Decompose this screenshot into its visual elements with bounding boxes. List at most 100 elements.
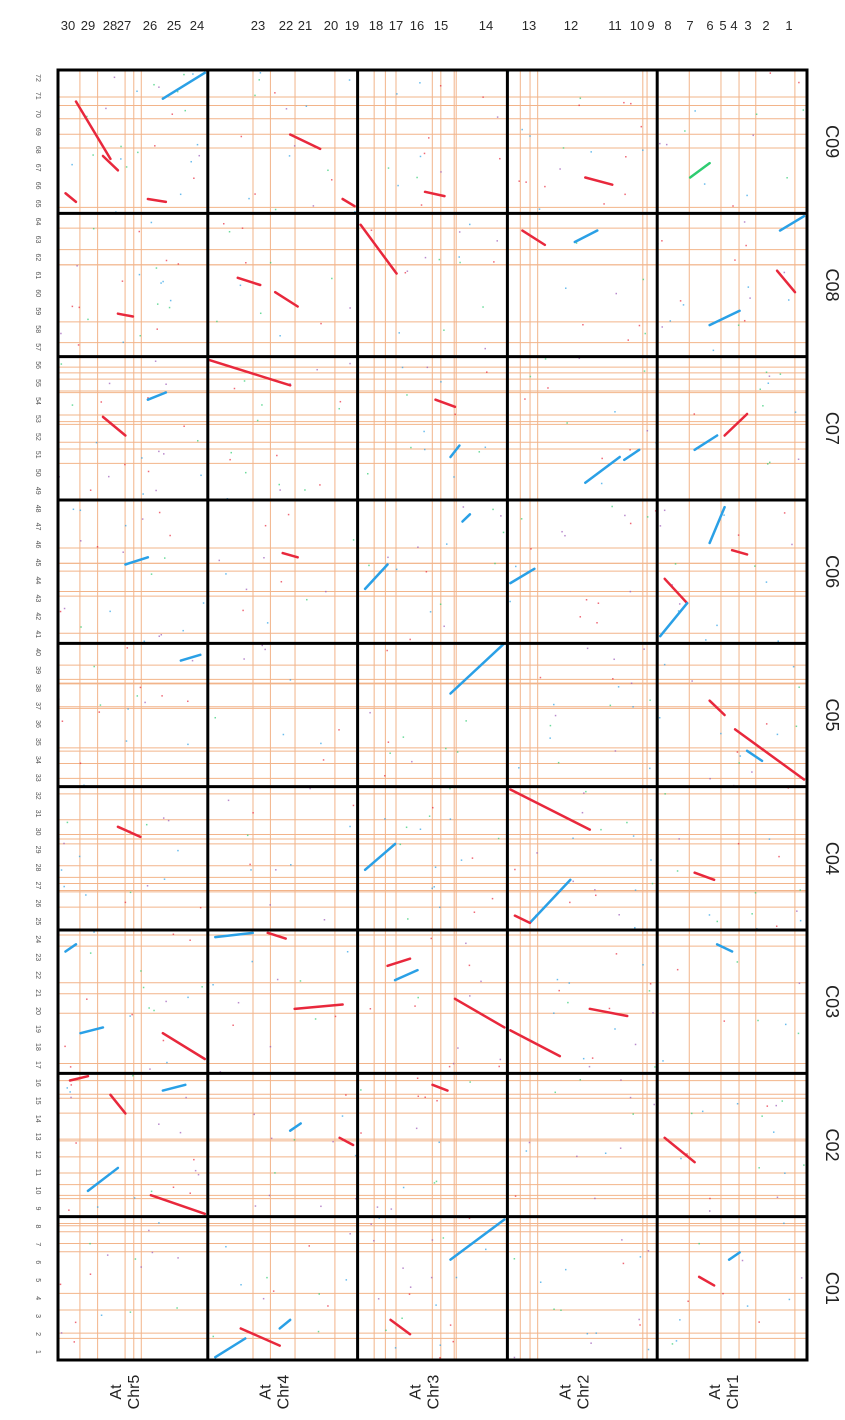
noise-dot <box>190 160 192 163</box>
noise-dot <box>346 950 349 953</box>
noise-dot <box>287 513 290 516</box>
noise-dot <box>293 145 296 147</box>
noise-dot <box>647 1250 650 1252</box>
noise-dot <box>150 1190 153 1193</box>
noise-dot <box>155 267 158 269</box>
top-label: 8 <box>664 18 671 33</box>
synteny-segment <box>697 1275 716 1287</box>
noise-dot <box>736 961 739 963</box>
synteny-segment <box>86 1166 120 1193</box>
tick-label: 16 <box>34 1079 41 1087</box>
noise-dot <box>419 155 422 158</box>
noise-dot <box>687 1300 689 1303</box>
noise-dot <box>788 1298 791 1301</box>
noise-dot <box>95 441 98 444</box>
noise-dot <box>462 506 465 508</box>
noise-dot <box>639 1324 641 1326</box>
noise-dot <box>663 509 666 512</box>
noise-dot <box>435 1304 437 1306</box>
tick-label: 9 <box>34 1206 41 1210</box>
noise-dot <box>158 1123 160 1125</box>
top-label: 18 <box>369 18 383 33</box>
noise-dot <box>71 305 74 308</box>
noise-dot <box>594 889 596 891</box>
noise-dot <box>460 859 463 861</box>
noise-dot <box>384 775 386 777</box>
top-label: 20 <box>324 18 338 33</box>
noise-dot <box>78 306 81 309</box>
noise-dot <box>732 205 734 207</box>
tick-label: 15 <box>34 1097 41 1105</box>
tick-label: 31 <box>34 810 41 818</box>
noise-dot <box>500 515 502 517</box>
noise-dot <box>561 530 563 533</box>
noise-dot <box>406 270 409 272</box>
noise-dot <box>262 1297 265 1300</box>
noise-dot <box>576 1155 578 1158</box>
tick-label: 30 <box>34 828 41 836</box>
synteny-segment <box>521 229 547 247</box>
noise-dot <box>147 470 150 473</box>
noise-dot <box>693 413 696 415</box>
noise-dot <box>698 1242 700 1245</box>
noise-dot <box>583 792 585 794</box>
noise-dot <box>595 1332 598 1334</box>
row-label: C01 <box>822 1272 842 1305</box>
noise-dot <box>366 472 369 475</box>
synteny-segment <box>214 931 254 939</box>
noise-dot <box>370 1223 372 1225</box>
noise-dot <box>614 1028 616 1030</box>
noise-dot <box>428 815 431 817</box>
noise-dot <box>419 82 421 84</box>
noise-dot <box>591 1057 594 1059</box>
noise-dot <box>305 105 308 107</box>
noise-dot <box>136 695 139 697</box>
tick-label: 67 <box>34 164 41 172</box>
noise-dot <box>92 154 94 156</box>
noise-dot <box>784 1172 786 1174</box>
noise-dot <box>169 299 172 302</box>
noise-dot <box>109 610 111 613</box>
noise-dot <box>60 363 63 365</box>
noise-dot <box>779 373 782 375</box>
top-label: 28 <box>103 18 117 33</box>
tick-label: 55 <box>34 379 41 387</box>
noise-dot <box>406 394 408 396</box>
noise-dot <box>270 1137 273 1140</box>
noise-dot <box>662 1060 664 1062</box>
row-label: C03 <box>822 985 842 1018</box>
noise-dot <box>528 1141 531 1144</box>
noise-dot <box>167 819 170 822</box>
noise-dot <box>484 347 486 350</box>
noise-dot <box>787 299 790 301</box>
noise-dot <box>536 852 538 854</box>
noise-dot <box>150 573 153 575</box>
noise-dot <box>272 1290 275 1292</box>
synteny-segment <box>293 1003 344 1011</box>
noise-dot <box>762 405 764 407</box>
noise-dot <box>664 793 666 795</box>
noise-dot <box>499 1058 502 1061</box>
noise-dot <box>624 514 626 517</box>
noise-dot <box>423 152 426 155</box>
synteny-segment <box>239 1327 281 1347</box>
top-label: 15 <box>434 18 448 33</box>
noise-dot <box>435 1180 438 1183</box>
noise-dot <box>240 135 243 138</box>
noise-dot <box>579 1078 582 1081</box>
noise-dot <box>410 446 412 449</box>
top-label: 24 <box>190 18 204 33</box>
noise-dot <box>783 271 786 274</box>
noise-dot <box>568 982 571 984</box>
noise-dot <box>290 864 292 866</box>
noise-dot <box>424 256 427 259</box>
noise-dot <box>458 231 461 233</box>
noise-dot <box>99 704 102 706</box>
noise-dot <box>439 1356 441 1359</box>
synteny-segment <box>149 1193 207 1216</box>
noise-dot <box>549 724 552 727</box>
noise-dot <box>553 703 555 706</box>
noise-dot <box>259 312 262 315</box>
row-label: C04 <box>822 842 842 875</box>
tick-label: 22 <box>34 971 41 979</box>
